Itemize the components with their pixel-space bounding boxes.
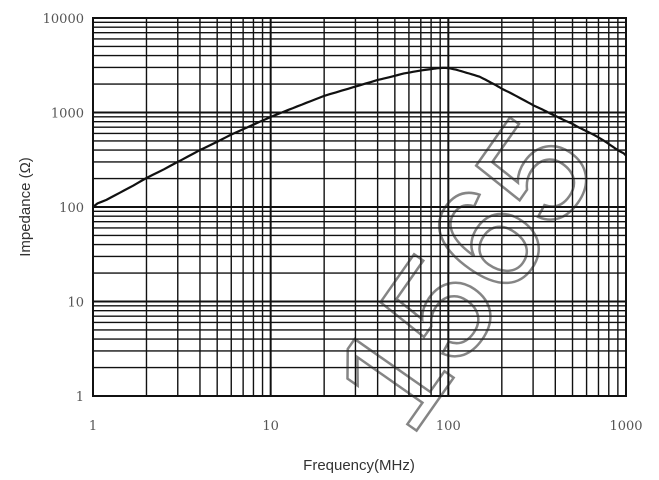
y-tick-label: 1000	[51, 107, 84, 122]
series-layer	[92, 66, 627, 208]
x-tick-label: 1000	[609, 419, 642, 434]
y-tick-labels: 1 10 100 1000 10000	[43, 12, 84, 405]
y-tick-label: 100	[59, 201, 84, 216]
y-tick-label: 1	[76, 390, 84, 405]
impedance-curve	[92, 66, 627, 208]
y-tick-label: 10000	[43, 12, 84, 27]
x-tick-label: 10	[262, 419, 279, 434]
x-axis-label: Frequency(MHz)	[303, 457, 415, 474]
y-tick-label: 10	[67, 296, 84, 311]
grid	[93, 18, 626, 396]
x-tick-labels: 1 10 100 1000	[89, 419, 643, 434]
x-tick-label: 1	[89, 419, 97, 434]
x-tick-label: 100	[436, 419, 461, 434]
y-axis-label: Impedance (Ω)	[17, 157, 34, 257]
